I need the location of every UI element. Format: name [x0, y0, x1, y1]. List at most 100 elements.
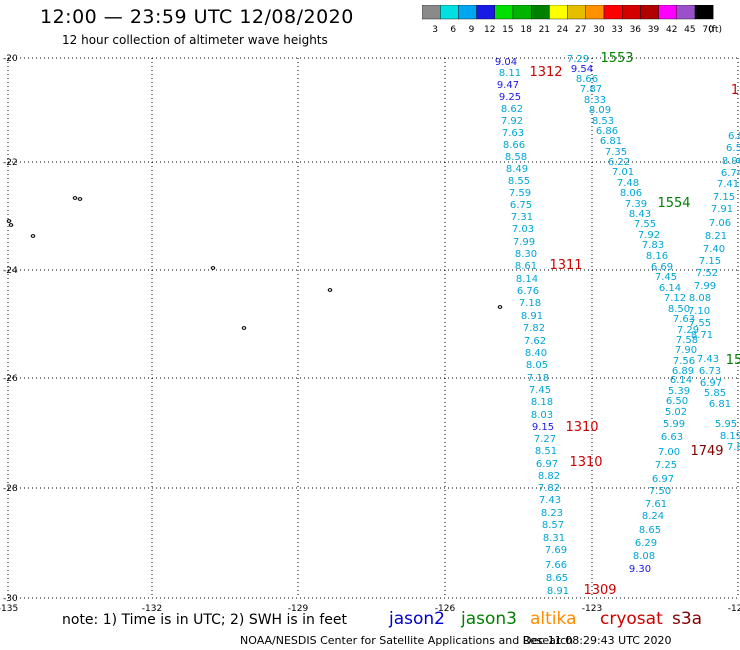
colorbar-tick-label: 24: [557, 25, 569, 35]
longitude-label: -129: [288, 604, 309, 614]
wave-height-value: 8.19: [720, 431, 740, 442]
wave-height-value: 8.21: [705, 231, 727, 242]
wave-height-value: 7.8: [727, 442, 740, 453]
wave-height-value: 6.22: [608, 157, 630, 168]
wave-height-value: 7.41: [717, 179, 739, 190]
island-outline: [72, 196, 78, 200]
wave-height-value: 8.49: [506, 164, 528, 175]
wave-height-value: 6.69: [651, 262, 673, 273]
colorbar-swatch: [694, 5, 714, 20]
wave-height-value: 8.91: [521, 311, 543, 322]
latitude-label: -26: [3, 374, 18, 384]
wave-height-value: 8.62: [501, 104, 523, 115]
wave-height-value: 8.30: [515, 249, 537, 260]
wave-height-value: 8.18: [531, 397, 553, 408]
wave-height-value: 6.81: [709, 399, 731, 410]
colorbar-tick-label: 27: [575, 25, 586, 35]
cycle-label: 1311: [549, 258, 582, 273]
wave-height-value: 6.75: [510, 200, 532, 211]
wave-height-value: 9.30: [629, 564, 651, 575]
wave-height-value: 9.04: [495, 57, 517, 68]
wave-height-value: 8.09: [589, 105, 611, 116]
wave-height-value: 7.90: [675, 345, 697, 356]
colorbar-tick-label: 33: [611, 25, 622, 35]
island-outline: [241, 326, 247, 330]
colorbar-tick-label: 42: [666, 25, 677, 35]
wave-height-value: 7.15: [713, 192, 735, 203]
wave-height-value: 8.66: [503, 140, 525, 151]
wave-height-value: 7.18: [527, 373, 549, 384]
wave-height-value: 6.73: [699, 366, 721, 377]
wave-height-value: 6.63: [661, 432, 683, 443]
wave-height-value: 7.40: [703, 244, 725, 255]
wave-height-value: 7.83: [642, 240, 664, 251]
wave-height-value: 8.96: [722, 156, 740, 167]
wave-height-value: 8.53: [592, 116, 614, 127]
wave-height-value: 7.99: [513, 237, 535, 248]
wave-height-value: 8.03: [531, 410, 553, 421]
wave-height-value: 7.99: [694, 281, 716, 292]
wave-height-value: 8.14: [516, 274, 538, 285]
island-outline: [327, 288, 333, 292]
wave-height-value: 7.50: [649, 486, 671, 497]
wave-height-value: 8.08: [689, 293, 711, 304]
wave-height-value: 5.02: [665, 407, 687, 418]
colorbar-tick-label: 12: [484, 25, 495, 35]
wave-height-value: 7.39: [625, 199, 647, 210]
cycle-label: 1310: [565, 420, 598, 435]
longitude-label: -135: [0, 604, 18, 614]
wave-height-value: 6.81: [600, 136, 622, 147]
wave-height-value: 8.16: [646, 251, 668, 262]
longitude-label: -120: [728, 604, 740, 614]
wave-height-value: 7.06: [709, 218, 731, 229]
wave-height-value: 7.63: [673, 314, 695, 325]
legend-altika: altika: [530, 609, 577, 629]
wave-height-value: 7.18: [519, 298, 541, 309]
cycle-label: 15: [726, 353, 740, 368]
wave-height-value: 7.31: [511, 212, 533, 223]
wave-height-value: 6.74: [721, 168, 740, 179]
wave-height-value: 8.65: [639, 525, 661, 536]
wave-height-value: 7.82: [538, 483, 560, 494]
cycle-label: 1: [731, 83, 739, 98]
wave-height-value: 8.50: [668, 304, 690, 315]
wave-height-value: 7.35: [605, 147, 627, 158]
wave-height-value: 8.43: [629, 209, 651, 220]
island-outline: [30, 234, 36, 238]
wave-height-value: 7.10: [688, 306, 710, 317]
latitude-label: -30: [3, 594, 18, 604]
wave-height-value: 7.56: [673, 356, 695, 367]
wave-height-value: 8.58: [505, 152, 527, 163]
latitude-label: -20: [3, 54, 18, 64]
wave-height-value: 7.27: [534, 434, 556, 445]
wave-height-value: 7.45: [655, 272, 677, 283]
wave-height-value: 7.00: [658, 447, 680, 458]
footer-timestamp: Dec 11 08:29:43 UTC 2020: [523, 634, 672, 647]
cycle-label: 1554: [657, 196, 690, 211]
colorbar-tick-label: 9: [469, 25, 475, 35]
wave-height-value: 6.97: [536, 459, 558, 470]
island-outline: [6, 219, 12, 223]
wave-height-value: 7.29: [677, 325, 699, 336]
latitude-label: -28: [3, 484, 18, 494]
wave-height-value: 7.92: [501, 116, 523, 127]
wave-height-colorbar: 3 6 9 12 15 18 21 24 27 30 33 36 39 42 45 70(ft): [422, 5, 722, 35]
wave-height-value: 7.52: [696, 268, 718, 279]
wave-height-value: 8.71: [691, 330, 713, 341]
colorbar-tick-label: 18: [520, 25, 532, 35]
wave-height-value: 5.39: [668, 386, 690, 397]
wave-height-value: 8.57: [542, 520, 564, 531]
cycle-label: 1310: [569, 455, 602, 470]
legend-jason3: jason3: [461, 609, 517, 629]
colorbar-tick-label: 6: [450, 25, 456, 35]
map-subtitle: 12 hour collection of altimeter wave hei…: [62, 33, 328, 47]
wave-height-value: 7.69: [545, 545, 567, 556]
island-outline: [210, 266, 216, 270]
wave-height-value: 8.05: [526, 360, 548, 371]
legend-s3a: s3a: [672, 609, 703, 629]
wave-height-value: 7.66: [545, 560, 567, 571]
wave-height-value: 7.15: [699, 256, 721, 267]
wave-height-value: 7.29: [567, 54, 589, 65]
wave-height-value: 7.25: [655, 460, 677, 471]
cycle-label: 1309: [583, 583, 616, 598]
